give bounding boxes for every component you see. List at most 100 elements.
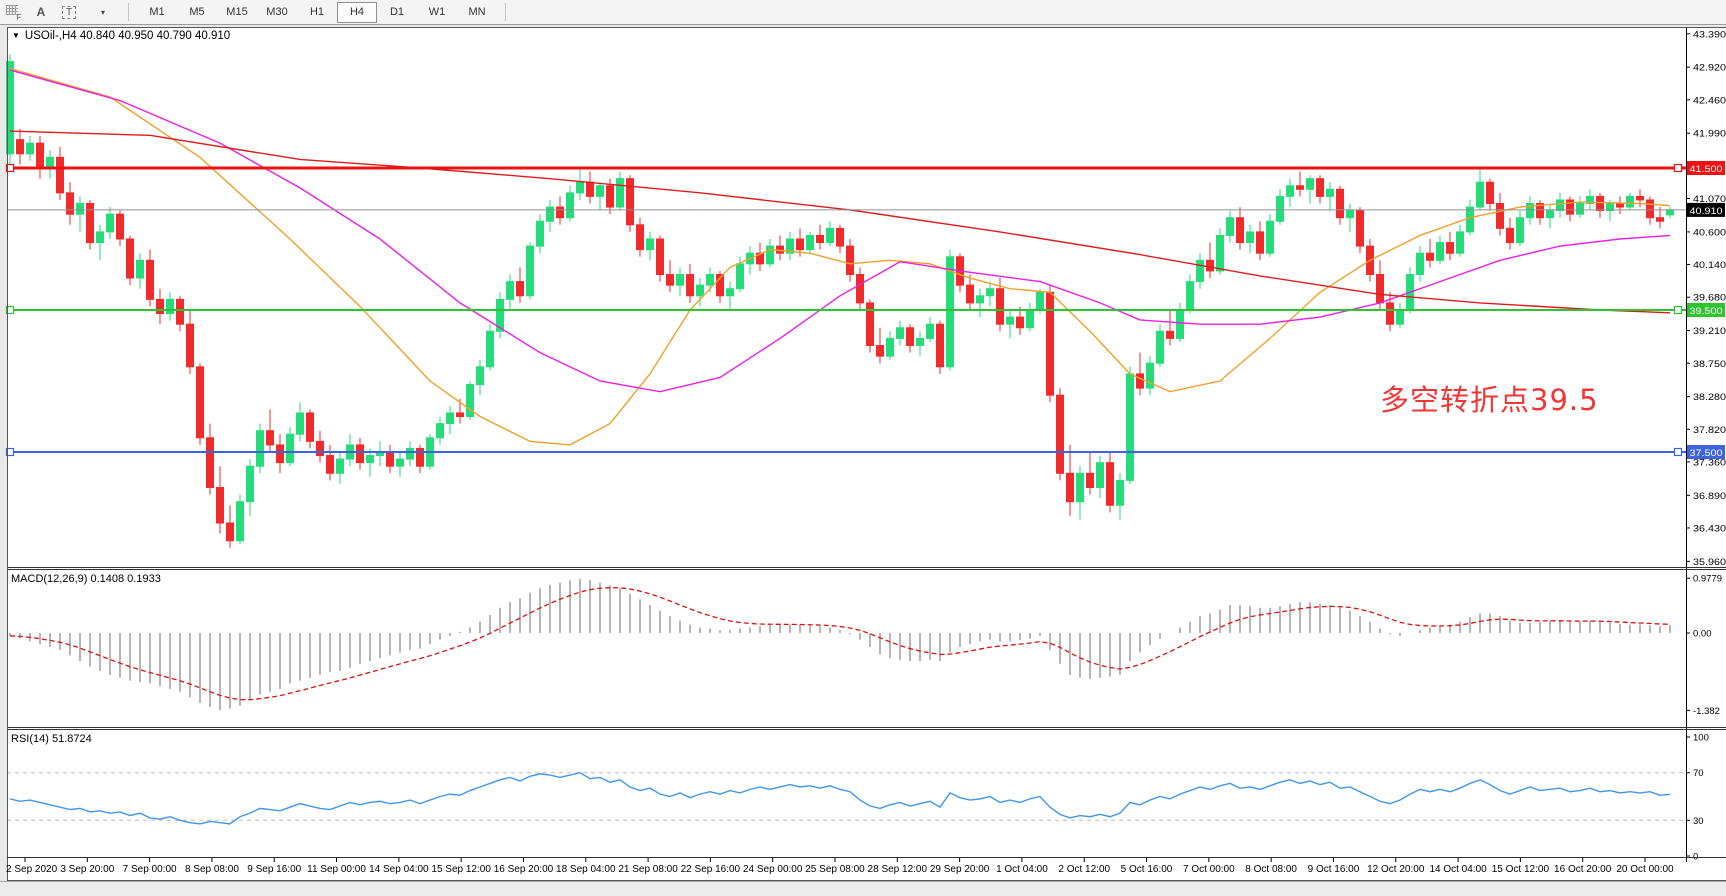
date-tick-label: 12 Oct 20:00: [1367, 864, 1425, 875]
candle-body: [536, 220, 544, 247]
candle-body: [236, 501, 244, 542]
price-tick-label: 38.750: [1693, 359, 1726, 370]
candle-body: [926, 323, 934, 339]
candle-body: [86, 203, 94, 244]
date-tick-label: 21 Sep 08:00: [618, 864, 678, 875]
candle-body: [1616, 203, 1624, 208]
hline-anchor[interactable]: [5, 447, 15, 457]
candle-body: [1596, 195, 1604, 212]
draw-arrows-icon[interactable]: ▾: [84, 1, 120, 24]
candle-body: [456, 412, 464, 418]
timeframe-button-m1[interactable]: M1: [149, 5, 165, 18]
symbol-dropdown-icon[interactable]: ▼: [12, 31, 20, 40]
candle-body: [356, 444, 364, 464]
candle-body: [1506, 227, 1514, 244]
candle-body: [906, 327, 914, 346]
candle-body: [276, 444, 284, 464]
annotation-text[interactable]: 多空转折点39.5: [1380, 383, 1599, 417]
price-tick-label: 36.430: [1693, 523, 1726, 534]
timeframe-button-h4[interactable]: H4: [337, 1, 377, 23]
candle-body: [1306, 178, 1314, 190]
price-badge-label: 37.500: [1690, 448, 1723, 459]
timeframe-button-mn[interactable]: MN: [468, 5, 486, 18]
text-label-icon[interactable]: A: [36, 5, 46, 19]
rsi-line: [9, 771, 1671, 825]
price-tick-label: 43.390: [1693, 29, 1726, 40]
price-tick-label: 40.140: [1693, 260, 1726, 271]
candle-body: [1346, 210, 1354, 219]
candle-body: [1416, 252, 1424, 275]
price-tick-label: 41.990: [1693, 129, 1726, 140]
candle-body: [1146, 362, 1154, 389]
candle-body: [136, 259, 144, 279]
date-tick-label: 8 Sep 08:00: [185, 864, 239, 875]
candle-body: [506, 281, 514, 300]
price-badge: [1687, 202, 1725, 217]
candle-body: [56, 156, 64, 194]
candle-body: [1476, 181, 1484, 208]
price-badge-label: 41.500: [1690, 164, 1723, 175]
candle-body: [1456, 231, 1464, 254]
text-box-icon[interactable]: T: [56, 1, 82, 24]
candle-body: [336, 458, 344, 474]
candle-body: [1606, 203, 1614, 212]
candle-body: [296, 412, 304, 435]
date-tick-label: 2 Sep 2020: [6, 864, 58, 875]
rsi-tick-label: 100: [1693, 733, 1709, 744]
price-tick-label: 42.920: [1693, 63, 1726, 74]
candle-body: [386, 451, 394, 467]
candle-body: [1106, 462, 1114, 506]
candle-body: [366, 455, 374, 464]
candle-body: [306, 412, 314, 442]
hline-anchor[interactable]: [5, 305, 15, 315]
hline-anchor[interactable]: [1673, 163, 1683, 173]
candle-body: [1516, 217, 1524, 244]
candle-body: [266, 430, 274, 446]
candle-body: [1166, 330, 1174, 339]
candle-body: [216, 487, 224, 524]
timeframe-button-w1[interactable]: W1: [428, 5, 446, 18]
candle-body: [1486, 181, 1494, 204]
candle-body: [546, 206, 554, 222]
ma-slow-red: [9, 130, 1671, 314]
candle-body: [1666, 209, 1674, 216]
candle-body: [566, 192, 574, 219]
timeframe-button-m5[interactable]: M5: [189, 5, 205, 18]
hline-anchor[interactable]: [1673, 447, 1683, 457]
ma-mid-magenta: [9, 69, 1671, 393]
grid-icon[interactable]: F: [0, 1, 26, 24]
candle-body: [1226, 217, 1234, 236]
candle-body: [1176, 309, 1184, 339]
timeframe-button-d1[interactable]: D1: [389, 5, 405, 18]
price-badge-label: 39.500: [1690, 306, 1723, 317]
symbol-title[interactable]: ▼ USOil-,H4 40.840 40.950 40.790 40.910: [12, 30, 230, 42]
candle-body: [686, 274, 694, 297]
chart-background: [7, 27, 1726, 880]
hline-anchor[interactable]: [5, 163, 15, 173]
candle-body: [1436, 242, 1444, 261]
candle-body: [1546, 210, 1554, 219]
date-tick-label: 7 Sep 00:00: [123, 864, 177, 875]
candle-body: [976, 295, 984, 304]
candle-body: [916, 337, 924, 346]
macd-indicator-label: MACD(12,26,9) 0.1408 0.1933: [11, 573, 161, 585]
date-tick-label: 16 Oct 20:00: [1554, 864, 1612, 875]
candle-body: [416, 447, 424, 467]
date-tick-label: 11 Sep 00:00: [307, 864, 366, 875]
hline-anchor[interactable]: [1673, 305, 1683, 315]
timeframe-button-h1[interactable]: H1: [309, 5, 325, 18]
candle-body: [966, 284, 974, 304]
date-tick-label: 7 Oct 00:00: [1183, 864, 1235, 875]
candle-body: [46, 156, 54, 169]
candle-body: [1136, 373, 1144, 389]
macd-tick-label: 0.9779: [1693, 574, 1722, 585]
candle-body: [1396, 309, 1404, 325]
candle-body: [126, 238, 134, 279]
timeframe-button-m15[interactable]: M15: [226, 5, 248, 18]
candle-body: [66, 192, 74, 215]
candle-body: [396, 458, 404, 467]
candle-body: [756, 252, 764, 265]
timeframe-button-m30[interactable]: M30: [266, 5, 288, 18]
candle-body: [946, 256, 954, 368]
